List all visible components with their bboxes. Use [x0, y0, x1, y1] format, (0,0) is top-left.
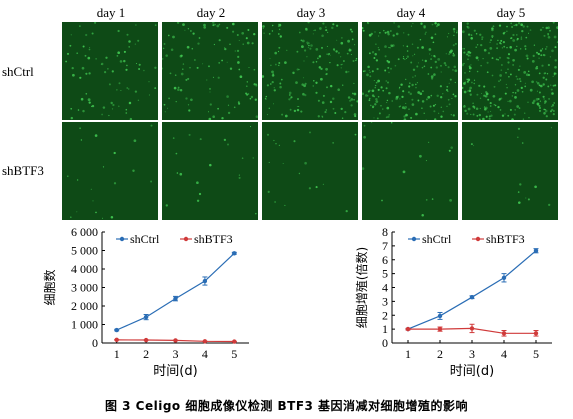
x-axis-label: 时间(d)	[153, 364, 197, 379]
x-axis-label: 时间(d)	[450, 364, 494, 379]
data-point-shctrl	[202, 278, 208, 284]
y-tick-label: 8	[382, 225, 388, 239]
micrograph-shbtf3-day5	[462, 122, 558, 220]
day-label-5: day 5	[496, 5, 526, 20]
micrograph-shctrl-day3	[262, 22, 358, 120]
y-tick-label: 3 000	[71, 281, 98, 295]
data-point-shctrl	[114, 327, 119, 333]
y-tick-label: 4	[382, 281, 388, 295]
data-point-shbtf3	[437, 326, 443, 332]
micrograph-shctrl-day4	[362, 22, 458, 120]
y-tick-label: 3	[382, 294, 388, 308]
legend-marker	[119, 236, 125, 242]
y-tick-label: 7	[382, 239, 388, 253]
series-line-shctrl	[407, 250, 537, 330]
y-tick-label: 5 000	[71, 244, 98, 258]
data-point-shctrl	[173, 296, 178, 301]
day-label-4: day 4	[396, 5, 426, 20]
micrograph-shctrl-day1	[62, 22, 158, 120]
data-point-shbtf3	[202, 339, 208, 344]
cell-count-chart: 0 1 000 2 000 3 000 4 000 5 000 6 000 1 2 3 4 5 时间(d…	[42, 225, 249, 379]
micrograph-shctrl-day2	[162, 22, 258, 120]
y-tick-label: 6	[382, 253, 388, 267]
x-tick-label: 4	[202, 347, 208, 361]
y-tick-label: 5	[382, 267, 388, 281]
x-tick-label: 1	[405, 347, 411, 361]
row-label-shbtf3: shBTF3	[2, 163, 44, 178]
y-axis-label: 细胞数	[42, 269, 57, 305]
x-tick-label: 3	[173, 347, 179, 361]
micrograph-shbtf3-day4	[362, 122, 458, 220]
data-point-shbtf3	[232, 339, 237, 344]
day-label-3: day 3	[296, 5, 326, 20]
micrograph-shctrl-day5	[462, 22, 558, 120]
x-tick-label: 3	[469, 347, 475, 361]
day-label-2: day 2	[196, 5, 226, 20]
row-label-shctrl: shCtrl	[2, 64, 34, 79]
x-tick-label: 5	[533, 347, 539, 361]
y-tick-label: 6 000	[71, 225, 98, 239]
x-tick-label: 1	[114, 347, 120, 361]
x-tick-label: 2	[143, 347, 149, 361]
x-tick-label: 5	[231, 347, 237, 361]
data-point-shbtf3	[501, 331, 507, 336]
data-point-shbtf3	[173, 338, 178, 343]
legend-marker	[475, 236, 481, 242]
figure-caption: 图 3 Celigo 细胞成像仪检测 BTF3 基因消减对细胞增殖的影响	[104, 399, 469, 413]
data-point-shbtf3	[405, 326, 411, 332]
legend-label-shctrl: shCtrl	[422, 232, 452, 246]
y-axis-label: 细胞增殖(倍数)	[354, 247, 369, 328]
y-tick-label: 1	[382, 322, 388, 336]
data-point-shctrl	[143, 314, 149, 320]
data-point-shbtf3	[114, 337, 119, 343]
series-line-shctrl	[116, 252, 235, 331]
data-point-shbtf3	[143, 337, 149, 343]
micrograph-shbtf3-day2	[162, 122, 258, 220]
y-tick-label: 0	[92, 336, 98, 350]
legend-marker	[411, 236, 417, 242]
legend-marker	[183, 236, 189, 242]
data-point-shctrl	[469, 295, 475, 300]
data-point-shctrl	[232, 251, 237, 256]
y-tick-label: 4 000	[71, 262, 98, 276]
y-tick-label: 1 000	[71, 318, 98, 332]
x-tick-label: 2	[437, 347, 443, 361]
x-tick-label: 4	[501, 347, 507, 361]
day-label-1: day 1	[96, 5, 126, 20]
data-point-shctrl	[437, 313, 443, 319]
y-tick-label: 0	[382, 336, 388, 350]
data-point-shctrl	[501, 275, 507, 280]
legend-label-shbtf3: shBTF3	[486, 232, 525, 246]
data-point-shbtf3	[469, 326, 475, 331]
y-tick-label: 2	[382, 308, 388, 322]
y-tick-label: 2 000	[71, 299, 98, 313]
legend-label-shbtf3: shBTF3	[194, 232, 233, 246]
data-point-shctrl	[533, 248, 539, 253]
micrograph-shbtf3-day1	[62, 122, 158, 220]
data-point-shbtf3	[533, 331, 539, 336]
micrograph-shbtf3-day3	[262, 122, 358, 220]
legend-label-shctrl: shCtrl	[130, 232, 160, 246]
